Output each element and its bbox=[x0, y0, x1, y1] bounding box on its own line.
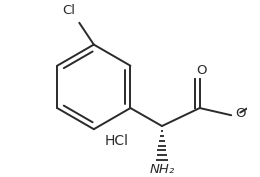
Text: O: O bbox=[236, 107, 246, 120]
Text: NH₂: NH₂ bbox=[149, 163, 174, 176]
Text: O: O bbox=[196, 64, 207, 76]
Text: HCl: HCl bbox=[104, 134, 128, 148]
Text: Cl: Cl bbox=[62, 4, 75, 17]
